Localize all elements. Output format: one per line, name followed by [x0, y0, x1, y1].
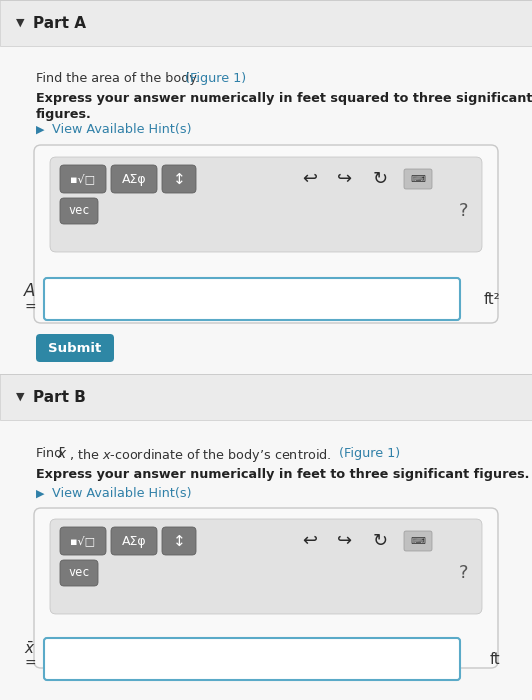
Text: Part B: Part B	[33, 389, 86, 405]
Bar	[0, 0, 532, 46]
Text: AΣφ: AΣφ	[122, 172, 146, 186]
Text: ?: ?	[458, 202, 468, 220]
Text: Find: Find	[36, 447, 66, 460]
FancyBboxPatch shape	[34, 508, 498, 668]
FancyBboxPatch shape	[162, 165, 196, 193]
Bar	[0, 0, 532, 1]
Text: ↻: ↻	[372, 532, 388, 550]
Text: AΣφ: AΣφ	[122, 535, 146, 547]
Text: (Figure 1): (Figure 1)	[185, 72, 246, 85]
FancyBboxPatch shape	[60, 560, 98, 586]
Text: , the $x$-coordinate of the body’s centroid.: , the $x$-coordinate of the body’s centr…	[69, 447, 333, 464]
Bar	[0, 374, 532, 375]
Text: Submit: Submit	[48, 342, 102, 354]
Text: ft: ft	[489, 652, 500, 666]
Text: =: =	[24, 301, 36, 315]
Text: $A$: $A$	[23, 282, 37, 300]
FancyBboxPatch shape	[404, 531, 432, 551]
Bar	[0, 420, 532, 700]
Text: Part A: Part A	[33, 15, 86, 31]
Text: ↩: ↩	[302, 532, 318, 550]
Text: vec: vec	[68, 566, 90, 580]
Text: ▪√□: ▪√□	[70, 536, 96, 547]
Text: (Figure 1): (Figure 1)	[339, 447, 400, 460]
Text: Find the area of the body.: Find the area of the body.	[36, 72, 203, 85]
Bar	[0, 46, 532, 376]
Text: ↩: ↩	[302, 170, 318, 188]
FancyBboxPatch shape	[111, 165, 157, 193]
Text: ▼: ▼	[16, 392, 24, 402]
Text: ▶: ▶	[36, 125, 45, 135]
FancyBboxPatch shape	[60, 527, 106, 555]
Text: ▶: ▶	[36, 489, 45, 499]
Text: ↕: ↕	[172, 533, 185, 549]
Text: Express your answer numerically in feet squared to three significant: Express your answer numerically in feet …	[36, 92, 532, 105]
Text: vec: vec	[68, 204, 90, 218]
FancyBboxPatch shape	[111, 527, 157, 555]
Text: ↻: ↻	[372, 170, 388, 188]
Text: View Available Hint(s): View Available Hint(s)	[52, 487, 192, 500]
Text: =: =	[24, 657, 36, 671]
FancyBboxPatch shape	[162, 527, 196, 555]
FancyBboxPatch shape	[44, 638, 460, 680]
Text: ▪√□: ▪√□	[70, 174, 96, 184]
Text: ↕: ↕	[172, 172, 185, 186]
FancyBboxPatch shape	[60, 165, 106, 193]
FancyBboxPatch shape	[44, 278, 460, 320]
Text: figures.: figures.	[36, 108, 92, 121]
Text: $\bar{x}$: $\bar{x}$	[24, 641, 36, 657]
Bar	[0, 374, 532, 420]
Text: Express your answer numerically in feet to three significant figures.: Express your answer numerically in feet …	[36, 468, 529, 481]
FancyBboxPatch shape	[50, 157, 482, 252]
Text: ⌨: ⌨	[411, 174, 426, 184]
Text: ↪: ↪	[337, 170, 353, 188]
Text: ?: ?	[458, 564, 468, 582]
Text: ▼: ▼	[16, 18, 24, 28]
Text: View Available Hint(s): View Available Hint(s)	[52, 123, 192, 136]
FancyBboxPatch shape	[60, 198, 98, 224]
Text: $\bar{x}$: $\bar{x}$	[57, 447, 68, 462]
FancyBboxPatch shape	[50, 519, 482, 614]
FancyBboxPatch shape	[34, 145, 498, 323]
Text: ⌨: ⌨	[411, 536, 426, 546]
FancyBboxPatch shape	[36, 334, 114, 362]
FancyBboxPatch shape	[404, 169, 432, 189]
Text: ft²: ft²	[484, 291, 500, 307]
Text: ↪: ↪	[337, 532, 353, 550]
